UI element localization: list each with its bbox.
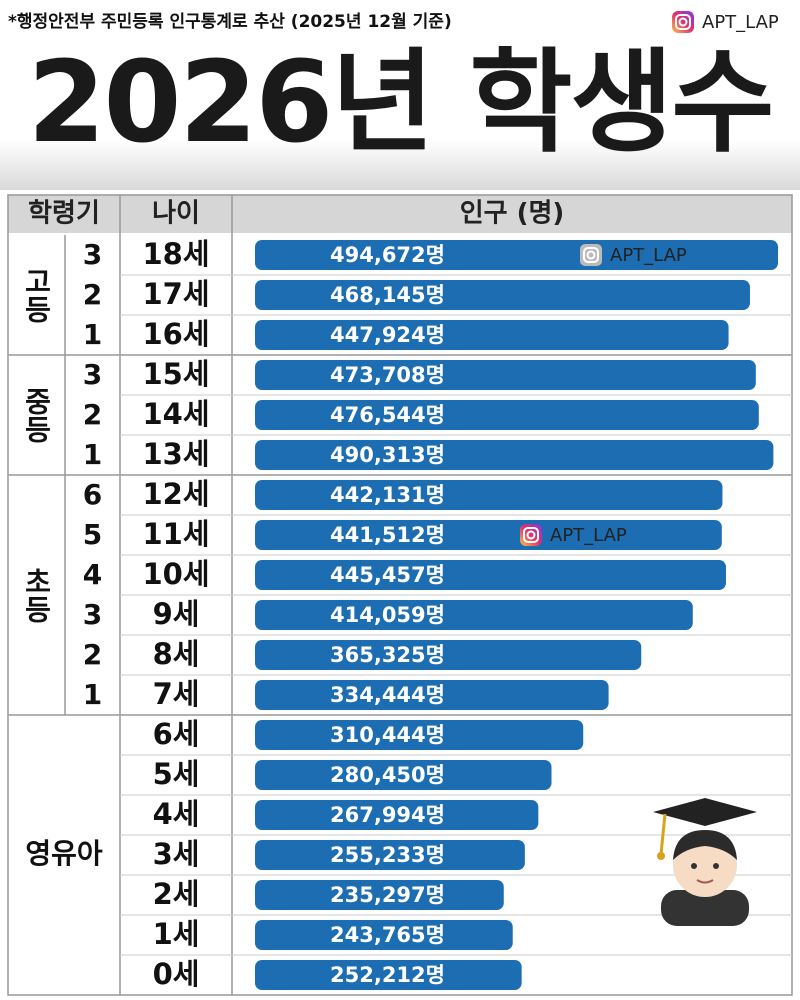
bar <box>255 760 552 790</box>
bar <box>255 920 513 950</box>
age-label: 8세 <box>153 637 200 671</box>
value-label: 267,994명 <box>330 803 445 827</box>
value-label: 494,672명 <box>330 243 445 267</box>
grade-label: 1 <box>83 438 102 471</box>
value-label: 473,708명 <box>330 363 445 387</box>
group-label: 중등 <box>20 387 53 443</box>
value-label: 255,233명 <box>330 843 445 867</box>
instagram-icon <box>519 523 543 547</box>
age-label: 17세 <box>142 277 209 311</box>
grade-label: 5 <box>83 518 102 551</box>
age-label: 5세 <box>153 757 200 791</box>
age-label: 10세 <box>142 557 209 591</box>
chart-title: 2026년 학생수 <box>28 38 773 168</box>
bar <box>255 320 729 350</box>
age-label: 13세 <box>142 437 209 471</box>
bar <box>255 440 774 470</box>
age-label: 6세 <box>153 717 200 751</box>
bar <box>255 280 750 310</box>
age-label: 16세 <box>142 317 209 351</box>
grade-label: 2 <box>83 278 102 311</box>
value-label: 243,765명 <box>330 923 445 947</box>
bar <box>255 400 759 430</box>
source-note: *행정안전부 주민등록 인구통계로 추산 (2025년 12월 기준) <box>8 12 452 32</box>
age-label: 9세 <box>153 597 200 631</box>
grade-label: 1 <box>83 678 102 711</box>
value-label: 442,131명 <box>330 483 445 507</box>
value-label: 445,457명 <box>330 563 445 587</box>
bar <box>255 520 722 550</box>
bar <box>255 840 525 870</box>
age-label: 2세 <box>153 877 200 911</box>
grade-label: 3 <box>83 598 102 631</box>
value-label: 476,544명 <box>330 403 445 427</box>
group-label: 영유아 <box>25 837 103 870</box>
grade-label: 3 <box>83 238 102 271</box>
age-label: 3세 <box>153 837 200 871</box>
instagram-icon <box>671 10 695 34</box>
age-label: 4세 <box>153 797 200 831</box>
header: 나이 <box>152 199 200 229</box>
bar <box>255 800 539 830</box>
age-label: 15세 <box>142 357 209 391</box>
grade-label: 3 <box>83 358 102 391</box>
age-label: 14세 <box>142 397 209 431</box>
group-label: 고등 <box>20 267 53 323</box>
age-label: 11세 <box>142 517 209 551</box>
age-label: 12세 <box>142 477 209 511</box>
value-label: 334,444명 <box>330 683 445 707</box>
bar <box>255 880 504 910</box>
value-label: 310,444명 <box>330 723 445 747</box>
grade-label: 2 <box>83 398 102 431</box>
instagram-icon <box>579 243 603 267</box>
bar <box>255 720 584 750</box>
bar <box>255 480 723 510</box>
header-bg <box>8 195 792 233</box>
header: 인구 (명) <box>460 199 565 229</box>
age-label: 0세 <box>153 957 200 991</box>
value-label: 468,145명 <box>330 283 445 307</box>
grade-label: 1 <box>83 318 102 351</box>
watermark: APT_LAP <box>702 12 779 33</box>
watermark: APT_LAP <box>550 525 627 546</box>
bar <box>255 680 609 710</box>
value-label: 365,325명 <box>330 643 445 667</box>
grade-label: 6 <box>83 478 102 511</box>
bar <box>255 600 693 630</box>
title-shadow <box>0 140 800 190</box>
bar <box>255 960 522 990</box>
bar <box>255 560 726 590</box>
value-label: 490,313명 <box>330 443 445 467</box>
value-label: 280,450명 <box>330 763 445 787</box>
value-label: 447,924명 <box>330 323 445 347</box>
grade-label: 2 <box>83 638 102 671</box>
value-label: 414,059명 <box>330 603 445 627</box>
age-label: 7세 <box>153 677 200 711</box>
value-label: 235,297명 <box>330 883 445 907</box>
bar <box>255 360 756 390</box>
value-label: 441,512명 <box>330 523 445 547</box>
age-label: 18세 <box>142 237 209 271</box>
graduate-emoji <box>653 798 757 926</box>
grade-label: 4 <box>83 558 102 591</box>
bar <box>255 240 778 270</box>
bar <box>255 640 642 670</box>
value-label: 252,212명 <box>330 963 445 987</box>
header: 학령기 <box>28 199 100 229</box>
group-label: 초등 <box>20 567 53 623</box>
watermark: APT_LAP <box>610 245 687 266</box>
age-label: 1세 <box>153 917 200 951</box>
table: 학령기 나이 인구 (명) 고등 3 2 1 중등 3 2 1 초등 6 5 4 3 2 1 영유아 18세 494,6… <box>7 194 793 996</box>
